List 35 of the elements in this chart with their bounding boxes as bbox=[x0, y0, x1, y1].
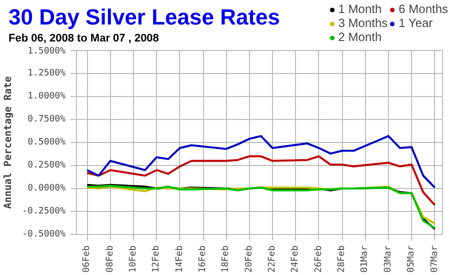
x-tick-label: 14Feb bbox=[174, 246, 185, 273]
x-tick-label: 10Feb bbox=[128, 246, 138, 273]
legend-label: 1 Year bbox=[398, 16, 433, 30]
x-tick-label: 06Feb bbox=[82, 246, 92, 273]
y-tick-label: 0.5000% bbox=[28, 138, 66, 148]
y-tick-label: 0.0000% bbox=[28, 184, 66, 194]
y-axis-title: Annual Percentage Rate bbox=[3, 76, 14, 209]
y-tick-label: 0.2500% bbox=[28, 160, 66, 170]
y-tick-label: -0.5000% bbox=[22, 230, 66, 240]
x-tick-label: 26Feb bbox=[314, 246, 324, 273]
y-tick-label: 1.0000% bbox=[28, 92, 66, 102]
line-series bbox=[86, 155, 436, 206]
line-series bbox=[86, 135, 436, 189]
legend-label: 6 Months bbox=[398, 2, 448, 16]
x-tick-label: 03Mar bbox=[383, 244, 394, 273]
x-tick-label: 20Feb bbox=[244, 246, 254, 273]
x-tick-label: 01Mar bbox=[360, 244, 370, 273]
x-tick-label: 16Feb bbox=[198, 246, 208, 273]
x-tick-label: 28Feb bbox=[337, 246, 348, 273]
legend-label: 2 Month bbox=[338, 30, 382, 44]
x-tick-label: 24Feb bbox=[290, 246, 301, 273]
x-tick-label: 05Mar bbox=[406, 244, 417, 273]
y-tick-label: 0.7500% bbox=[28, 114, 66, 124]
legend-label: 1 Month bbox=[338, 2, 382, 16]
x-tick-label: 22Feb bbox=[268, 246, 278, 273]
x-tick-label: 07Mar bbox=[430, 244, 440, 273]
chart-title: 30 Day Silver Lease Rates bbox=[8, 4, 280, 30]
x-tick-label: 08Feb bbox=[105, 246, 116, 273]
chart-subtitle: Feb 06, 2008 to Mar 07 , 2008 bbox=[8, 32, 159, 44]
y-tick-label: -0.2500% bbox=[22, 206, 66, 216]
legend-label: 3 Months bbox=[338, 16, 388, 30]
x-tick-label: 12Feb bbox=[152, 246, 162, 273]
x-tick-label: 18Feb bbox=[221, 246, 232, 273]
y-tick-label: 1.2500% bbox=[28, 68, 66, 78]
y-tick-label: 1.5000% bbox=[28, 46, 66, 56]
